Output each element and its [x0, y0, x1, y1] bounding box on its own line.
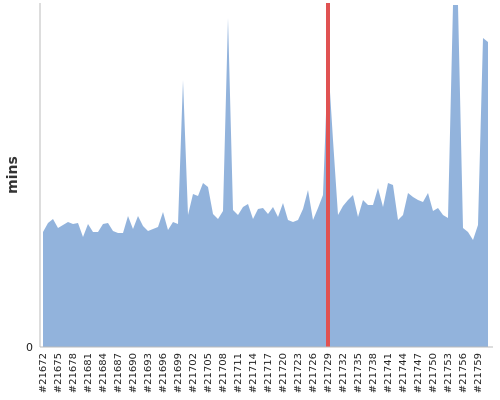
x-tick-label: #21753	[443, 353, 454, 393]
x-tick-label: #21723	[293, 353, 304, 393]
x-tick-label: #21687	[113, 353, 124, 393]
x-tick-label: #21708	[218, 353, 229, 393]
x-tick-label: #21675	[53, 353, 64, 393]
x-tick-label: #21672	[38, 353, 49, 393]
x-tick-label: #21699	[173, 353, 184, 393]
y-tick-label: 0	[26, 341, 33, 354]
x-tick-label: #21705	[203, 353, 214, 393]
x-tick-label: #21693	[143, 353, 154, 393]
x-tick-label: #21702	[188, 353, 199, 393]
x-tick-label: #21678	[68, 353, 79, 393]
x-tick-label: #21717	[263, 353, 274, 393]
x-tick-label: #21756	[458, 353, 469, 393]
x-tick-label: #21744	[398, 353, 409, 393]
x-tick-label: #21738	[368, 353, 379, 393]
x-tick-label: #21684	[98, 353, 109, 393]
x-tick-label: #21720	[278, 353, 289, 393]
x-tick-label: #21711	[233, 353, 244, 393]
x-tick-label: #21747	[413, 353, 424, 393]
x-tick-label: #21714	[248, 353, 259, 393]
x-tick-label: #21732	[338, 353, 349, 393]
x-tick-label: #21696	[158, 353, 169, 393]
x-tick-label: #21735	[353, 353, 364, 393]
x-tick-label: #21726	[308, 353, 319, 393]
area	[43, 5, 488, 347]
x-tick-label: #21750	[428, 353, 439, 393]
y-axis-label: mins	[5, 156, 21, 194]
x-tick-label: #21690	[128, 353, 139, 393]
x-tick-label: #21681	[83, 353, 94, 393]
x-tick-label: #21759	[473, 353, 484, 393]
x-tick-label: #21741	[383, 353, 394, 393]
x-tick-label: #21729	[323, 353, 334, 393]
